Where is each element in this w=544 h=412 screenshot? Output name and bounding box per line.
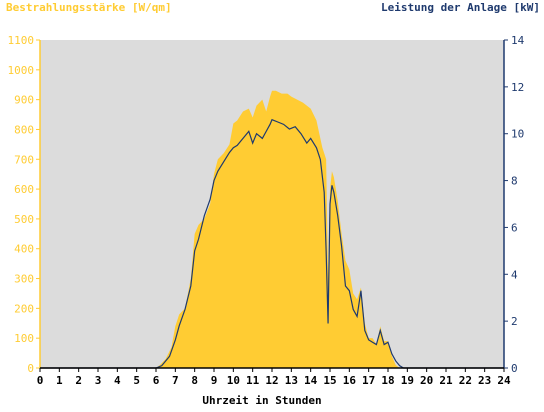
x-tick-label: 13 [285, 374, 298, 387]
x-tick-label: 16 [343, 374, 357, 387]
right-axis-title: Leistung der Anlage [kW] [381, 1, 540, 14]
x-tick-label: 0 [37, 374, 44, 387]
right-tick-label: 8 [511, 175, 518, 188]
x-tick-label: 18 [381, 374, 394, 387]
right-tick-label: 6 [511, 221, 518, 234]
x-tick-label: 4 [114, 374, 121, 387]
right-tick-label: 14 [511, 34, 525, 47]
right-axis-ticks: 0 2 4 6 8 10 12 14 [504, 34, 525, 375]
x-tick-label: 8 [191, 374, 198, 387]
x-tick-label: 10 [227, 374, 240, 387]
x-tick-label: 14 [304, 374, 318, 387]
right-tick-label: 2 [511, 315, 518, 328]
power-line-layer [40, 118, 504, 369]
left-tick-label: 0 [27, 362, 34, 375]
left-tick-label: 300 [14, 273, 34, 286]
x-tick-label: 17 [362, 374, 375, 387]
x-tick-label: 3 [95, 374, 102, 387]
right-tick-label: 12 [511, 81, 524, 94]
x-tick-label: 12 [265, 374, 278, 387]
x-tick-label: 19 [401, 374, 414, 387]
x-axis-ticks: 0 1 2 3 4 5 6 7 8 9 10 11 12 13 14 15 16 17 18 19 20 21 22 23 24 [37, 368, 511, 387]
x-tick-label: 24 [497, 374, 511, 387]
x-tick-label: 20 [420, 374, 433, 387]
x-tick-label: 6 [153, 374, 160, 387]
x-tick-label: 11 [246, 374, 260, 387]
left-axis-title: Bestrahlungsstärke [W/qm] [6, 1, 172, 14]
left-axis-ticks: 0 100 200 300 400 500 600 700 800 900 1000 1100 [8, 34, 40, 375]
x-tick-label: 23 [478, 374, 491, 387]
right-tick-label: 4 [511, 268, 518, 281]
x-tick-label: 1 [56, 374, 63, 387]
left-tick-label: 900 [14, 94, 34, 107]
x-tick-label: 7 [172, 374, 179, 387]
left-tick-label: 600 [14, 183, 34, 196]
left-tick-label: 700 [14, 153, 34, 166]
x-tick-label: 22 [459, 374, 472, 387]
x-tick-label: 21 [439, 374, 453, 387]
x-tick-label: 9 [211, 374, 218, 387]
left-tick-label: 1100 [8, 34, 35, 47]
left-tick-label: 500 [14, 213, 34, 226]
irradiance-area [40, 90, 504, 368]
left-tick-label: 1000 [8, 64, 35, 77]
right-tick-label: 0 [511, 362, 518, 375]
irradiance-area-layer [40, 90, 504, 368]
left-tick-label: 800 [14, 123, 34, 136]
left-tick-label: 200 [14, 302, 34, 315]
left-tick-label: 400 [14, 243, 34, 256]
right-tick-label: 10 [511, 128, 524, 141]
x-tick-label: 5 [133, 374, 140, 387]
x-tick-label: 15 [323, 374, 336, 387]
power-line [40, 118, 504, 369]
x-tick-label: 2 [75, 374, 82, 387]
x-axis-title: Uhrzeit in Stunden [202, 394, 321, 407]
left-tick-label: 100 [14, 332, 34, 345]
